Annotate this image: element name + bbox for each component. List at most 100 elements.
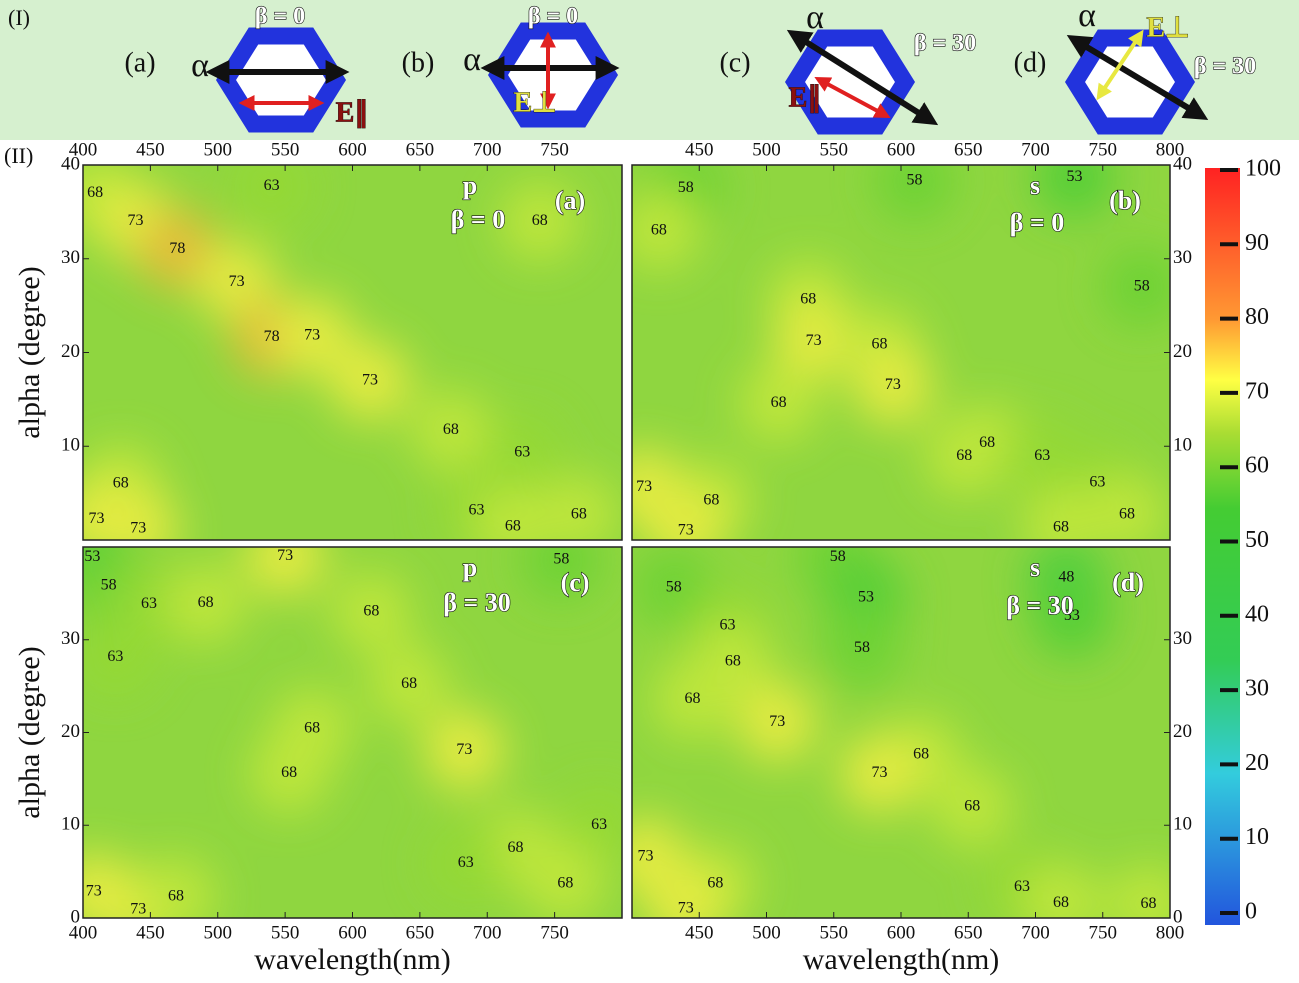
contour-label: 68 — [1140, 895, 1156, 912]
contour-label: 68 — [401, 675, 417, 692]
contour-label: 73 — [806, 332, 822, 349]
x-tick-label: 600 — [887, 139, 916, 160]
x-tick-label: 450 — [136, 139, 165, 160]
contour-blob — [249, 733, 330, 814]
y-tick-label: 10 — [61, 814, 80, 835]
contour-label: 68 — [443, 421, 459, 438]
contour-label: 73 — [769, 713, 785, 730]
y-tick-label: 20 — [1173, 721, 1192, 742]
contour-label: 68 — [1053, 518, 1069, 535]
contour-field — [632, 547, 1170, 918]
colorbar-tick-label: 100 — [1245, 156, 1281, 182]
alpha-label: α — [463, 41, 481, 78]
contour-blob — [331, 571, 412, 652]
field-label: E∥ — [789, 82, 822, 113]
contour-label: 73 — [678, 521, 694, 538]
contour-label: 73 — [678, 899, 694, 916]
alpha-label: α — [191, 47, 209, 84]
schematic-label: (d) — [1014, 47, 1047, 78]
contour-label: 58 — [906, 172, 922, 189]
contour-label: 68 — [557, 874, 573, 891]
contour-label: 73 — [277, 547, 293, 564]
contour-label: 68 — [871, 336, 887, 353]
contour-label: 58 — [101, 577, 117, 594]
panel-label: (a) — [555, 186, 585, 215]
x-tick-label: 750 — [1089, 139, 1118, 160]
x-axis-title: wavelength(nm) — [803, 943, 1000, 976]
contour-label: 68 — [304, 719, 320, 736]
colorbar-tick-label: 80 — [1245, 304, 1269, 330]
x-tick-label: 750 — [540, 139, 569, 160]
colorbar-tick-label: 90 — [1245, 230, 1269, 256]
contour-label: 48 — [1058, 568, 1074, 585]
contour-blob — [1108, 864, 1170, 918]
contour-blob — [245, 547, 326, 597]
contour-label: 68 — [571, 505, 587, 522]
beta-label: β = 30 — [914, 31, 976, 57]
x-tick-label: 450 — [136, 922, 165, 943]
x-tick-label: 650 — [954, 922, 983, 943]
y-tick-label: 30 — [61, 247, 80, 268]
contour-field — [83, 547, 622, 918]
x-tick-label: 650 — [954, 139, 983, 160]
beta-label: β = 0 — [1010, 208, 1065, 237]
field-label: E⊥ — [1146, 12, 1189, 43]
contour-blob — [482, 412, 563, 493]
contour-blob — [538, 474, 619, 540]
contour-label: 73 — [86, 883, 102, 900]
figure-label: (II) — [4, 143, 33, 168]
x-tick-label: 600 — [887, 922, 916, 943]
colorbar — [1205, 168, 1240, 925]
contour-label: 68 — [651, 221, 667, 238]
y-axis-title: alpha (degree) — [13, 266, 46, 438]
contour-label: 63 — [264, 177, 280, 194]
contour-label: 53 — [858, 589, 874, 606]
y-tick-label: 20 — [61, 721, 80, 742]
beta-label: β = 30 — [443, 588, 511, 617]
contour-label: 68 — [800, 291, 816, 308]
contour-blob — [98, 488, 179, 540]
schematic-label: (a) — [124, 47, 155, 78]
contour-blob — [499, 181, 580, 262]
x-tick-label: 600 — [338, 139, 367, 160]
contour-label: 68 — [508, 839, 524, 856]
panel-label: (c) — [561, 568, 590, 597]
beta-label: β = 0 — [528, 4, 578, 30]
contour-label: 68 — [281, 764, 297, 781]
contour-label: 68 — [979, 434, 995, 451]
contour-label: 68 — [363, 603, 379, 620]
contour-blob — [645, 490, 726, 540]
contour-blob — [424, 710, 505, 791]
x-tick-label: 450 — [685, 139, 714, 160]
panel-label: (b) — [1109, 186, 1141, 215]
contour-blob — [137, 209, 218, 290]
contour-label: 68 — [964, 797, 980, 814]
x-tick-label: 500 — [204, 139, 233, 160]
contour-label: 68 — [532, 212, 548, 229]
field-arrow — [1096, 29, 1144, 101]
y-tick-label: 10 — [61, 435, 80, 456]
contour-label: 53 — [84, 548, 100, 565]
field-label: E⊥ — [513, 87, 556, 118]
contour-label: 73 — [636, 478, 652, 495]
contour-label: 53 — [1064, 607, 1080, 624]
colorbar-tick-label: 50 — [1245, 527, 1269, 553]
contour-label: 73 — [130, 900, 146, 917]
colorbar-tick-label: 10 — [1245, 824, 1269, 850]
contour-label: 68 — [703, 491, 719, 508]
schematic-label: (c) — [719, 47, 750, 78]
contour-field — [83, 165, 619, 540]
colorbar-tick-label: 70 — [1245, 378, 1269, 404]
contour-label: 58 — [678, 179, 694, 196]
contour-blob — [272, 295, 353, 376]
hexagon — [215, 27, 347, 133]
x-tick-label: 700 — [1021, 139, 1050, 160]
contour-label: 68 — [707, 874, 723, 891]
contour-blob — [839, 733, 920, 814]
colorbar-tick-label: 40 — [1245, 601, 1269, 627]
contour-label: 63 — [1034, 447, 1050, 464]
x-tick-label: 650 — [406, 139, 435, 160]
x-tick-label: 400 — [69, 139, 98, 160]
colorbar-tick-label: 60 — [1245, 453, 1269, 479]
